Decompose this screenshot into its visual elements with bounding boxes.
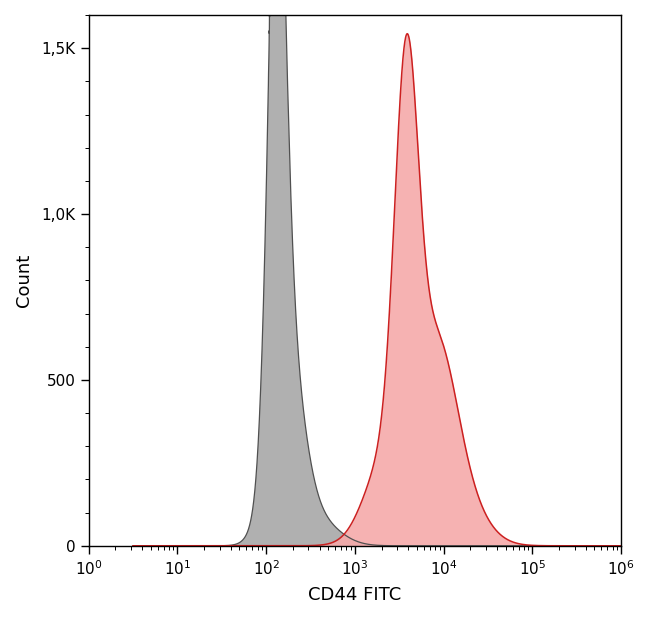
Y-axis label: Count: Count bbox=[15, 254, 33, 307]
X-axis label: CD44 FITC: CD44 FITC bbox=[308, 586, 402, 604]
